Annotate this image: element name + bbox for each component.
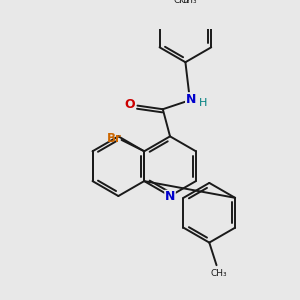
Text: CH₃: CH₃ — [211, 269, 228, 278]
Text: O: O — [124, 98, 135, 111]
Text: H: H — [198, 98, 207, 108]
Text: CH₃: CH₃ — [174, 0, 190, 5]
Text: Br: Br — [107, 132, 122, 145]
Text: N: N — [186, 93, 196, 106]
Text: N: N — [165, 190, 175, 203]
Text: CH₃: CH₃ — [180, 0, 197, 5]
